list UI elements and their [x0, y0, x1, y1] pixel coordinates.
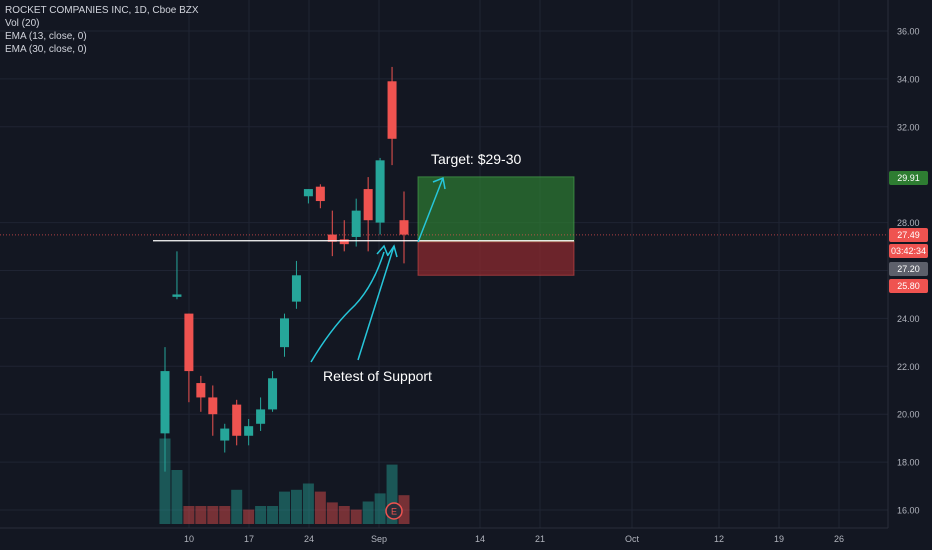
candle-body[interactable] — [256, 409, 266, 424]
candle-body[interactable] — [375, 160, 385, 223]
stop-price-tag: 25.80 — [889, 279, 928, 293]
volume-bar — [195, 506, 207, 524]
volume-bar — [207, 506, 219, 524]
price-axis-label: 36.00 — [897, 27, 920, 37]
time-axis-label: 26 — [834, 534, 844, 544]
candle-body[interactable] — [220, 428, 230, 441]
price-axis-label: 32.00 — [897, 122, 920, 132]
volume-bar — [314, 491, 326, 524]
candle-body[interactable] — [291, 275, 301, 302]
retest-arrow-curve[interactable] — [310, 251, 385, 363]
volume-bar — [159, 438, 171, 524]
price-axis-label: 34.00 — [897, 74, 920, 84]
price-axis-label: 22.00 — [897, 362, 920, 372]
candle-body[interactable] — [184, 313, 194, 372]
candle-body[interactable] — [208, 397, 218, 415]
volume-bar — [219, 506, 231, 524]
candle-body[interactable] — [339, 239, 349, 245]
target-zone[interactable] — [417, 176, 575, 243]
volume-bar — [302, 483, 314, 524]
candle-body[interactable] — [387, 81, 397, 139]
candle-body[interactable] — [363, 189, 373, 221]
time-axis-label: Oct — [625, 534, 640, 544]
price-axis-label: 20.00 — [897, 410, 920, 420]
candle-body[interactable] — [244, 426, 254, 436]
retest-arrowhead-1 — [376, 244, 389, 257]
volume-bar — [338, 506, 350, 524]
volume-bar — [279, 491, 290, 524]
target-price-tag: 29.91 — [889, 171, 928, 185]
target-arrowhead — [432, 176, 446, 190]
retest-arrow-straight[interactable] — [357, 245, 395, 361]
candle-body[interactable] — [315, 186, 325, 202]
volume-bar — [398, 495, 410, 524]
volume-bar — [171, 470, 183, 524]
retest-annotation[interactable]: Retest of Support — [323, 368, 432, 384]
ema30-indicator-label[interactable]: EMA (30, close, 0) — [5, 44, 87, 55]
candle-body[interactable] — [196, 383, 206, 398]
time-axis-label: 12 — [714, 534, 724, 544]
volume-bar — [243, 509, 255, 524]
earnings-icon[interactable] — [385, 502, 403, 520]
candle-body[interactable] — [303, 189, 313, 197]
volume-bar — [255, 506, 267, 524]
volume-bar — [290, 489, 302, 524]
ema13-indicator-label[interactable]: EMA (13, close, 0) — [5, 31, 87, 42]
volume-bar — [267, 506, 279, 524]
volume-bar — [350, 509, 362, 524]
volume-bar — [362, 501, 374, 524]
time-axis-label: 21 — [535, 534, 545, 544]
stop-zone[interactable] — [417, 241, 575, 276]
target-arrow[interactable] — [417, 177, 444, 243]
price-axis-label: 28.00 — [897, 218, 920, 228]
earnings-icon-letter: E — [391, 507, 397, 517]
last-price-tag: 27.49 — [889, 228, 928, 242]
candle-body[interactable] — [172, 294, 182, 297]
volume-bar — [326, 502, 338, 524]
price-axis-label: 18.00 — [897, 458, 920, 468]
candle-body[interactable] — [351, 210, 361, 237]
price-axis-label: 16.00 — [897, 506, 920, 516]
retest-arrowhead-2 — [387, 244, 398, 258]
time-axis-label: 10 — [184, 534, 194, 544]
time-axis-label: 17 — [244, 534, 254, 544]
symbol-title[interactable]: ROCKET COMPANIES INC, 1D, Cboe BZX — [5, 5, 199, 16]
candle-body[interactable] — [268, 378, 278, 410]
volume-indicator-label[interactable]: Vol (20) — [5, 18, 40, 29]
candle-body[interactable] — [327, 234, 337, 242]
candle-body[interactable] — [280, 318, 289, 348]
price-axis-label: 24.00 — [897, 314, 920, 324]
time-axis-label: 19 — [774, 534, 784, 544]
countdown-tag: 03:42:34 — [889, 244, 928, 258]
time-axis-label: 14 — [475, 534, 485, 544]
volume-bar — [386, 464, 398, 524]
target-annotation[interactable]: Target: $29-30 — [431, 151, 522, 167]
time-axis-label: 24 — [304, 534, 314, 544]
chart-legend: ROCKET COMPANIES INC, 1D, Cboe BZX Vol (… — [5, 4, 199, 56]
volume-bar — [183, 506, 195, 524]
candle-body[interactable] — [232, 404, 242, 436]
volume-bar — [374, 493, 386, 524]
candle-body[interactable] — [399, 220, 409, 235]
volume-bar — [231, 489, 243, 524]
time-axis-label: Sep — [371, 534, 387, 544]
candle-body[interactable] — [160, 371, 170, 434]
support-price-tag: 27.20 — [889, 262, 928, 276]
